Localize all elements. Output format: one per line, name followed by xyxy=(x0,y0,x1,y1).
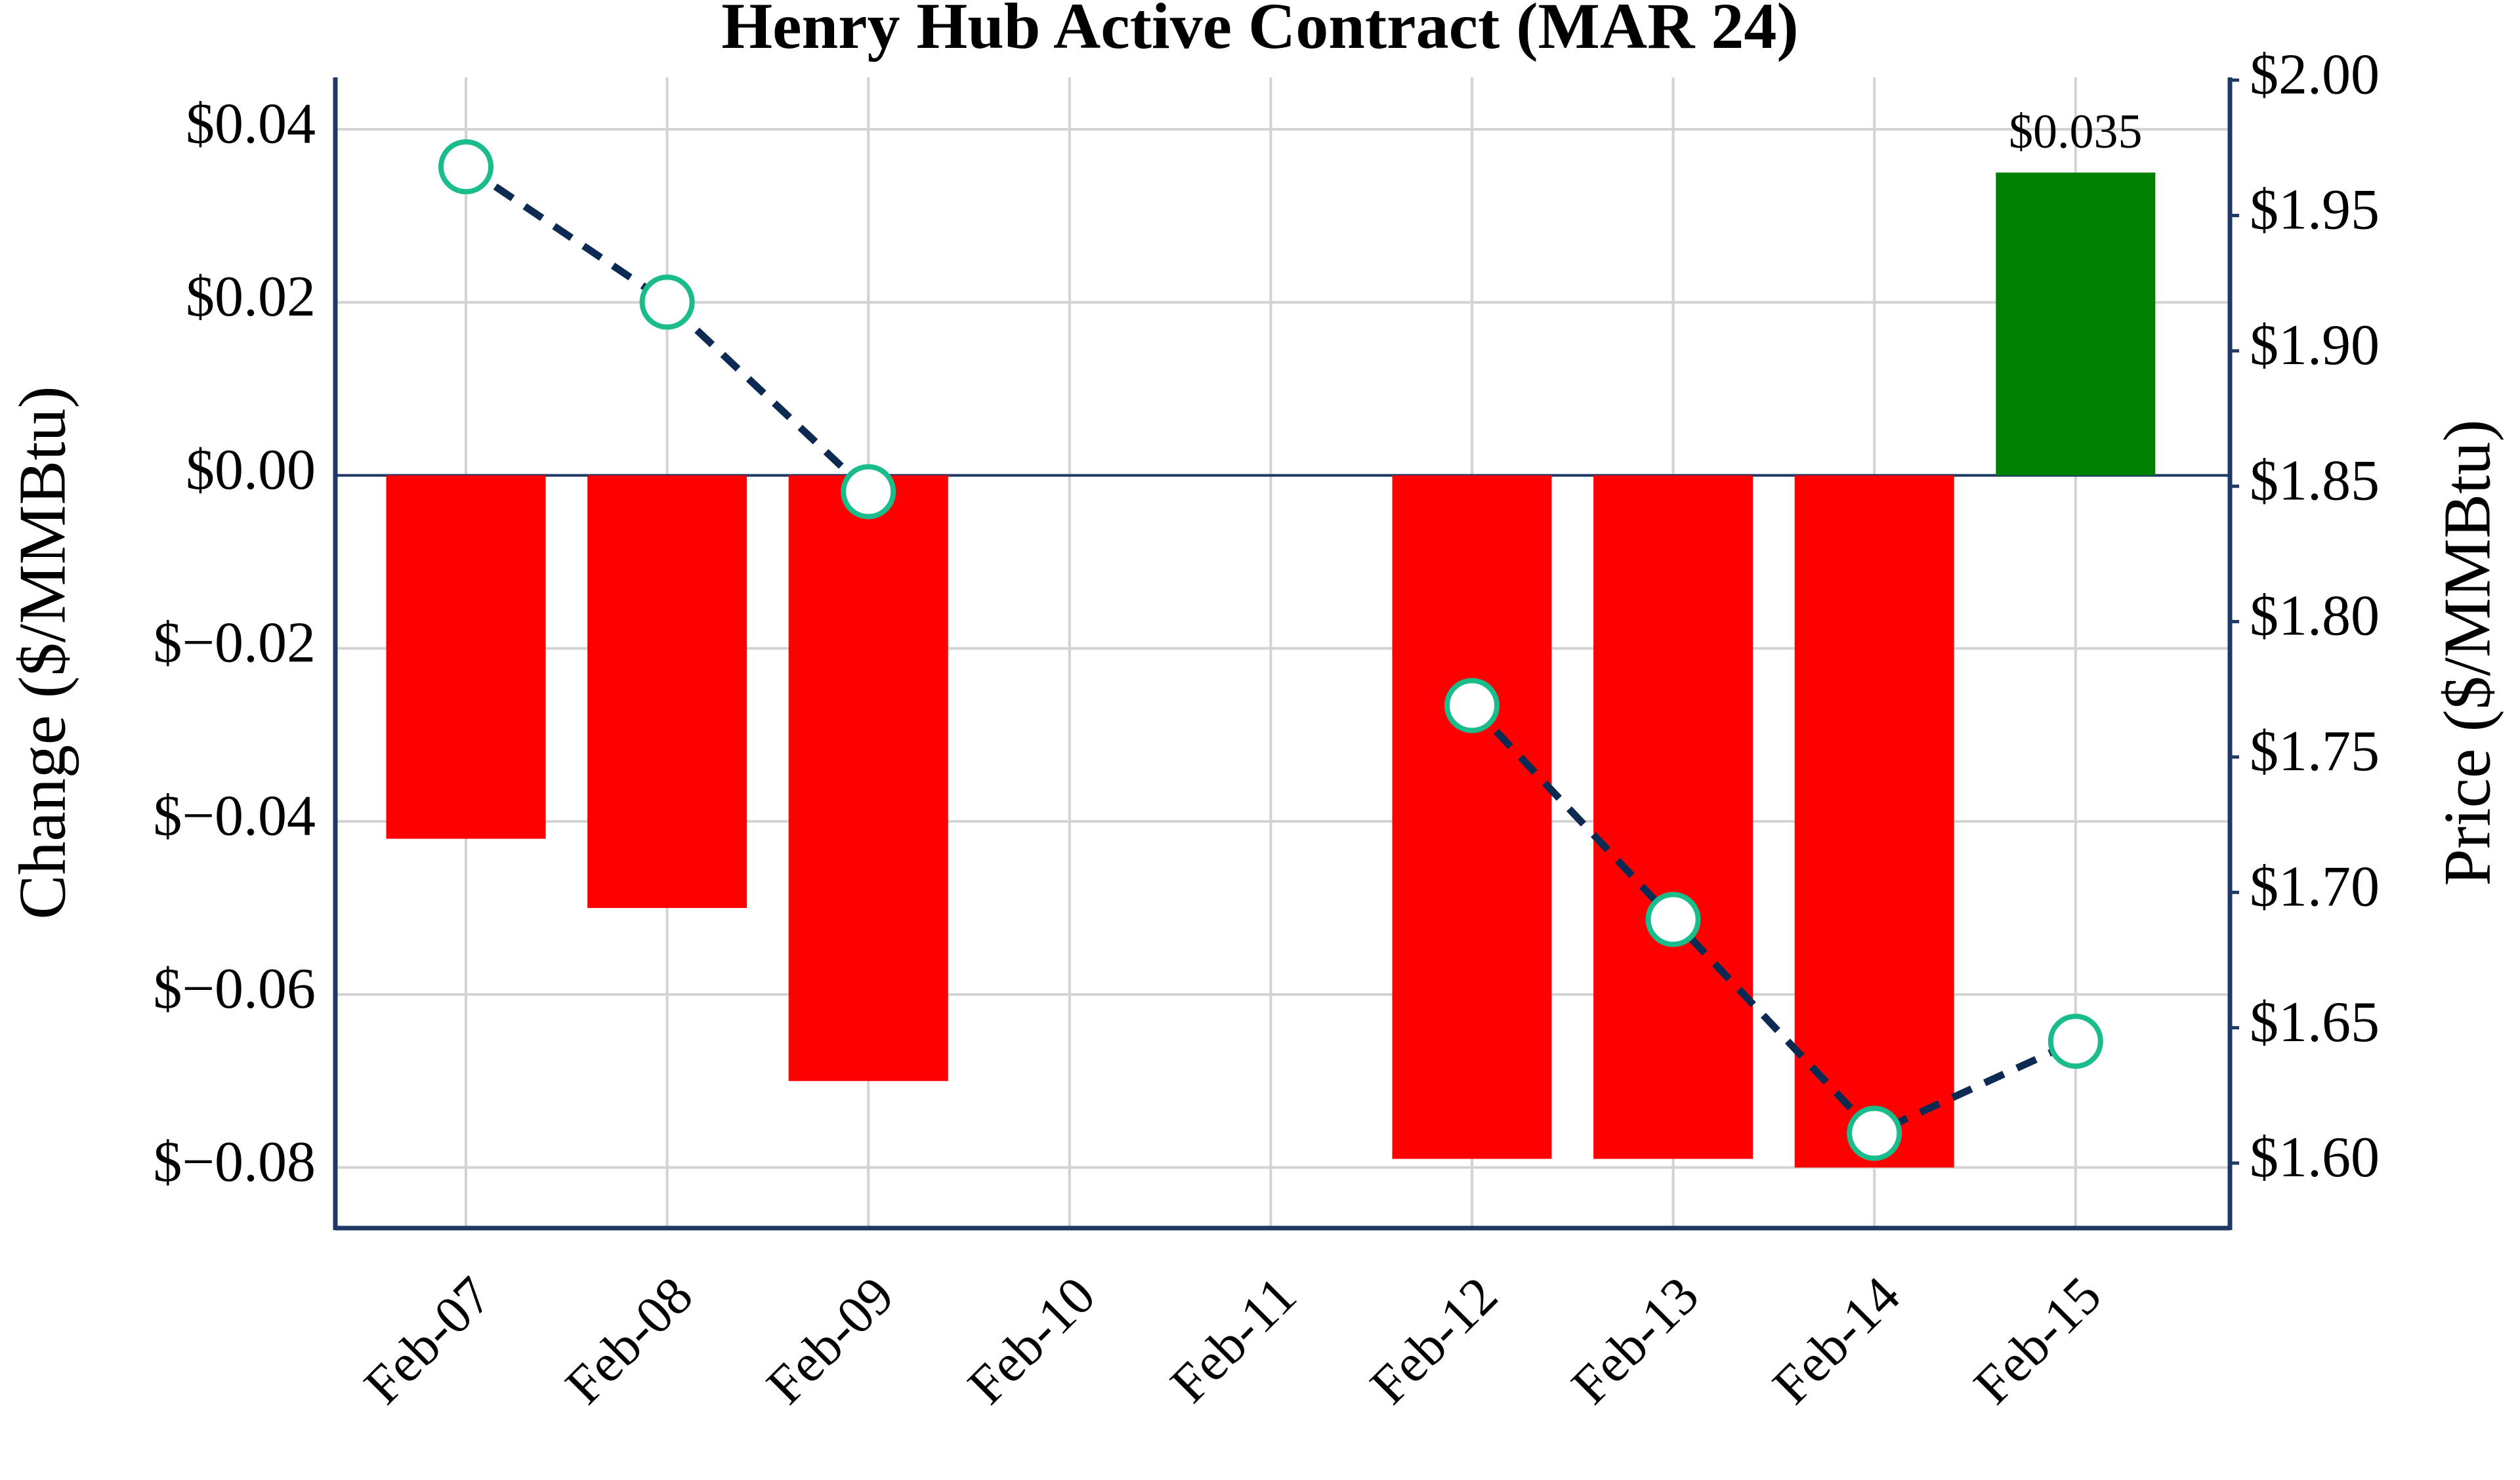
y2-tick-label: $2.00 xyxy=(2250,43,2380,106)
y2-tick-label: $1.70 xyxy=(2250,855,2380,918)
y-tick-label: $0.00 xyxy=(186,438,316,502)
y2-tick-label: $1.80 xyxy=(2250,585,2380,648)
y-tick-label: $−0.02 xyxy=(153,611,316,675)
bar xyxy=(1996,173,2156,476)
y2-tick-label: $1.95 xyxy=(2250,178,2380,242)
x-tick-label: Feb-07 xyxy=(352,1265,503,1416)
y2-tick-label: $1.65 xyxy=(2250,991,2380,1054)
bar xyxy=(1392,475,1552,1159)
y-tick-label: $−0.06 xyxy=(153,957,316,1021)
x-tick-label: Feb-10 xyxy=(956,1265,1106,1416)
price-marker xyxy=(2048,1014,2103,1069)
y2-axis-label: Price ($/MMBtu) xyxy=(2430,419,2504,886)
price-marker xyxy=(1645,892,1701,947)
x-tick-label: Feb-14 xyxy=(1761,1265,1912,1416)
price-marker xyxy=(639,274,695,330)
y2-tick-label: $1.85 xyxy=(2250,449,2380,512)
x-tick-label: Feb-15 xyxy=(1962,1265,2112,1416)
bar xyxy=(1794,475,1954,1168)
price-line xyxy=(463,163,2078,1138)
x-tick-label: Feb-09 xyxy=(755,1265,906,1416)
bar xyxy=(788,475,948,1081)
x-tick-label: Feb-08 xyxy=(554,1265,704,1416)
bar xyxy=(386,475,546,839)
y-tick-label: $0.02 xyxy=(186,265,316,329)
y-tick-label: $−0.08 xyxy=(153,1130,316,1194)
x-tick-label: Feb-13 xyxy=(1560,1265,1710,1416)
price-marker xyxy=(841,464,896,520)
bar xyxy=(587,475,747,909)
value-label: $0.035 xyxy=(2009,105,2143,159)
y2-tick-label: $1.90 xyxy=(2250,314,2380,377)
bar xyxy=(1593,475,1754,1159)
y-axis-label: Change ($/MMBtu) xyxy=(5,386,79,919)
y2-tick-label: $1.75 xyxy=(2250,720,2380,783)
x-tick-label: Feb-12 xyxy=(1358,1265,1509,1416)
x-tick-label: Feb-11 xyxy=(1159,1265,1307,1414)
price-marker xyxy=(438,139,494,195)
price-marker xyxy=(1847,1105,1902,1161)
y-tick-label: $0.04 xyxy=(186,92,316,155)
chart-title: Henry Hub Active Contract (MAR 24) xyxy=(721,0,1798,62)
price-marker xyxy=(1444,678,1500,733)
y-tick-label: $−0.04 xyxy=(153,784,316,848)
y2-tick-label: $1.60 xyxy=(2250,1126,2380,1189)
